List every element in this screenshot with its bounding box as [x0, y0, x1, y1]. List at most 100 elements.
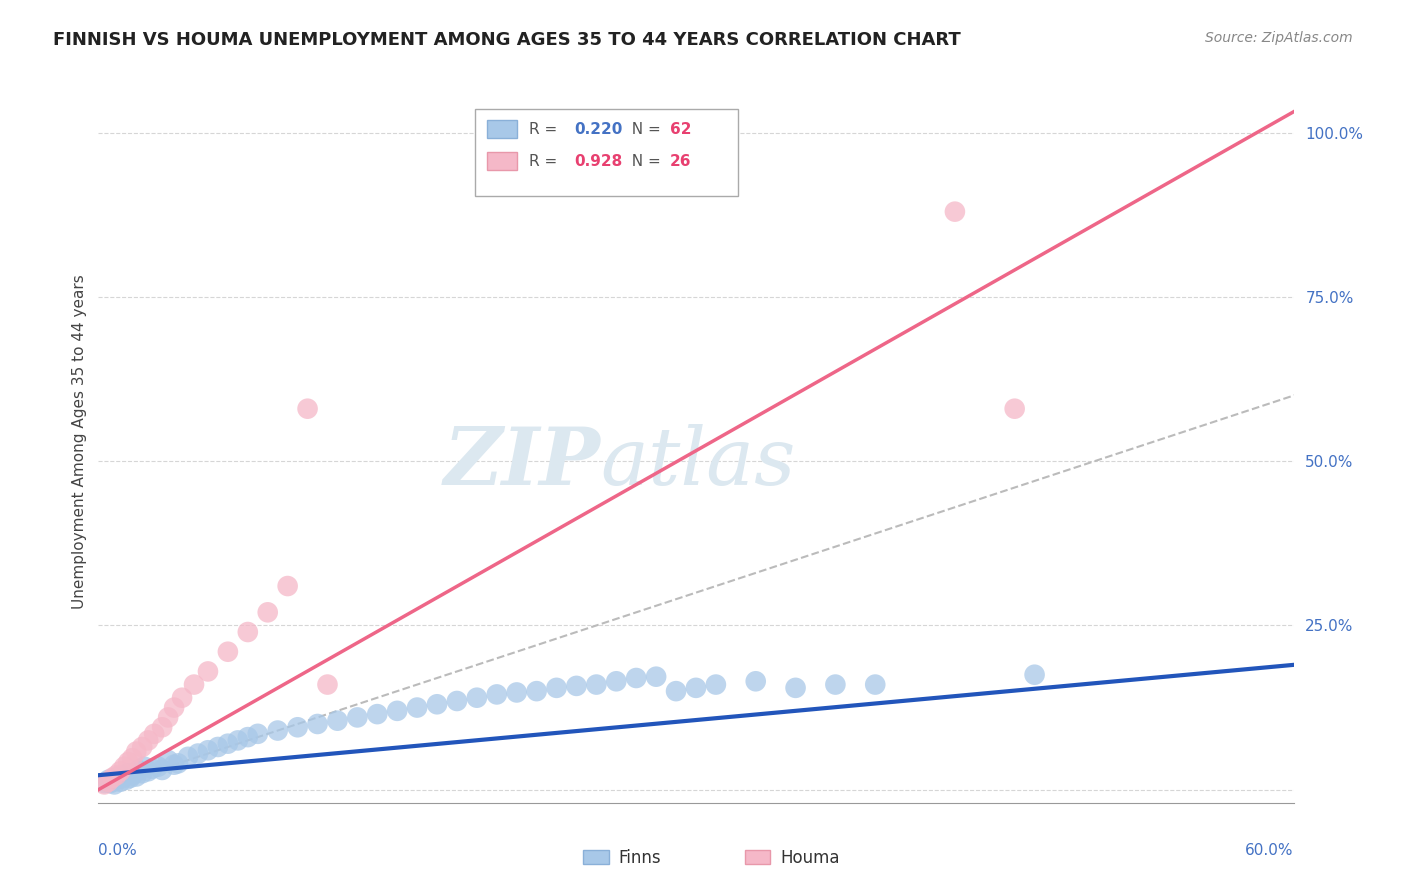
Point [385, 704, 409, 718]
Point [136, 764, 159, 779]
Point [136, 733, 159, 747]
Point [704, 677, 727, 691]
Point [246, 727, 269, 741]
Text: atlas: atlas [600, 425, 796, 502]
Point [167, 756, 190, 771]
Point [183, 677, 205, 691]
Point [131, 739, 153, 754]
Point [665, 684, 688, 698]
Point [506, 685, 529, 699]
Point [157, 753, 180, 767]
Point [105, 772, 128, 787]
Point [134, 760, 156, 774]
Point [446, 694, 468, 708]
Point [226, 733, 249, 747]
Text: 60.0%: 60.0% [1246, 843, 1294, 857]
Point [97, 774, 120, 789]
Point [346, 710, 368, 724]
Point [103, 777, 125, 791]
Point [110, 774, 132, 789]
Text: 26: 26 [669, 153, 692, 169]
Point [645, 670, 668, 684]
Point [127, 763, 149, 777]
Bar [745, 850, 770, 864]
Point [115, 772, 138, 787]
Point [287, 720, 309, 734]
Point [297, 401, 319, 416]
Point [187, 747, 209, 761]
Y-axis label: Unemployment Among Ages 35 to 44 years: Unemployment Among Ages 35 to 44 years [72, 274, 87, 609]
Point [143, 727, 166, 741]
Point [125, 770, 148, 784]
Point [163, 700, 186, 714]
Point [121, 768, 143, 782]
Text: 0.0%: 0.0% [98, 843, 138, 857]
Text: FINNISH VS HOUMA UNEMPLOYMENT AMONG AGES 35 TO 44 YEARS CORRELATION CHART: FINNISH VS HOUMA UNEMPLOYMENT AMONG AGES… [53, 31, 962, 49]
Text: N =: N = [621, 153, 665, 169]
Point [824, 677, 846, 691]
Point [150, 763, 173, 777]
FancyBboxPatch shape [486, 120, 517, 138]
Point [326, 714, 349, 728]
Point [112, 760, 135, 774]
Text: R =: R = [529, 122, 562, 136]
Point [485, 687, 508, 701]
Point [197, 665, 219, 679]
Point [101, 771, 124, 785]
Point [256, 605, 278, 619]
Point [943, 204, 966, 219]
Point [465, 690, 488, 705]
Text: N =: N = [621, 122, 665, 136]
Point [111, 771, 134, 785]
Point [366, 707, 388, 722]
Point [217, 737, 239, 751]
Text: R =: R = [529, 153, 562, 169]
Point [277, 579, 299, 593]
Point [93, 776, 115, 790]
Point [236, 625, 259, 640]
Point [626, 671, 648, 685]
Point [112, 770, 135, 784]
Point [1004, 401, 1026, 416]
Point [141, 762, 163, 776]
Point [785, 681, 807, 695]
Point [98, 776, 122, 790]
Point [150, 720, 173, 734]
Point [745, 674, 768, 689]
Point [685, 681, 707, 695]
Point [172, 690, 194, 705]
Point [148, 760, 170, 774]
Point [236, 730, 259, 744]
Point [117, 766, 139, 780]
Point [101, 774, 124, 789]
Point [406, 700, 429, 714]
FancyBboxPatch shape [486, 153, 517, 170]
Point [105, 768, 128, 782]
Bar [583, 850, 609, 864]
Point [117, 755, 139, 769]
Point [865, 677, 887, 691]
Point [426, 698, 449, 712]
Point [585, 677, 607, 691]
Text: 0.928: 0.928 [574, 153, 623, 169]
Text: 0.220: 0.220 [574, 122, 623, 136]
Point [177, 749, 200, 764]
Point [157, 710, 180, 724]
Point [546, 681, 568, 695]
Point [197, 743, 219, 757]
Point [217, 645, 239, 659]
Point [131, 766, 153, 780]
FancyBboxPatch shape [475, 109, 738, 196]
Point [97, 772, 120, 787]
Point [207, 739, 229, 754]
Point [163, 757, 186, 772]
Point [121, 751, 143, 765]
Text: ZIP: ZIP [443, 425, 600, 502]
Point [125, 745, 148, 759]
Text: Houma: Houma [780, 849, 839, 867]
Point [107, 770, 129, 784]
Point [1024, 667, 1046, 681]
Point [120, 771, 142, 785]
Text: Finns: Finns [619, 849, 661, 867]
Point [267, 723, 290, 738]
